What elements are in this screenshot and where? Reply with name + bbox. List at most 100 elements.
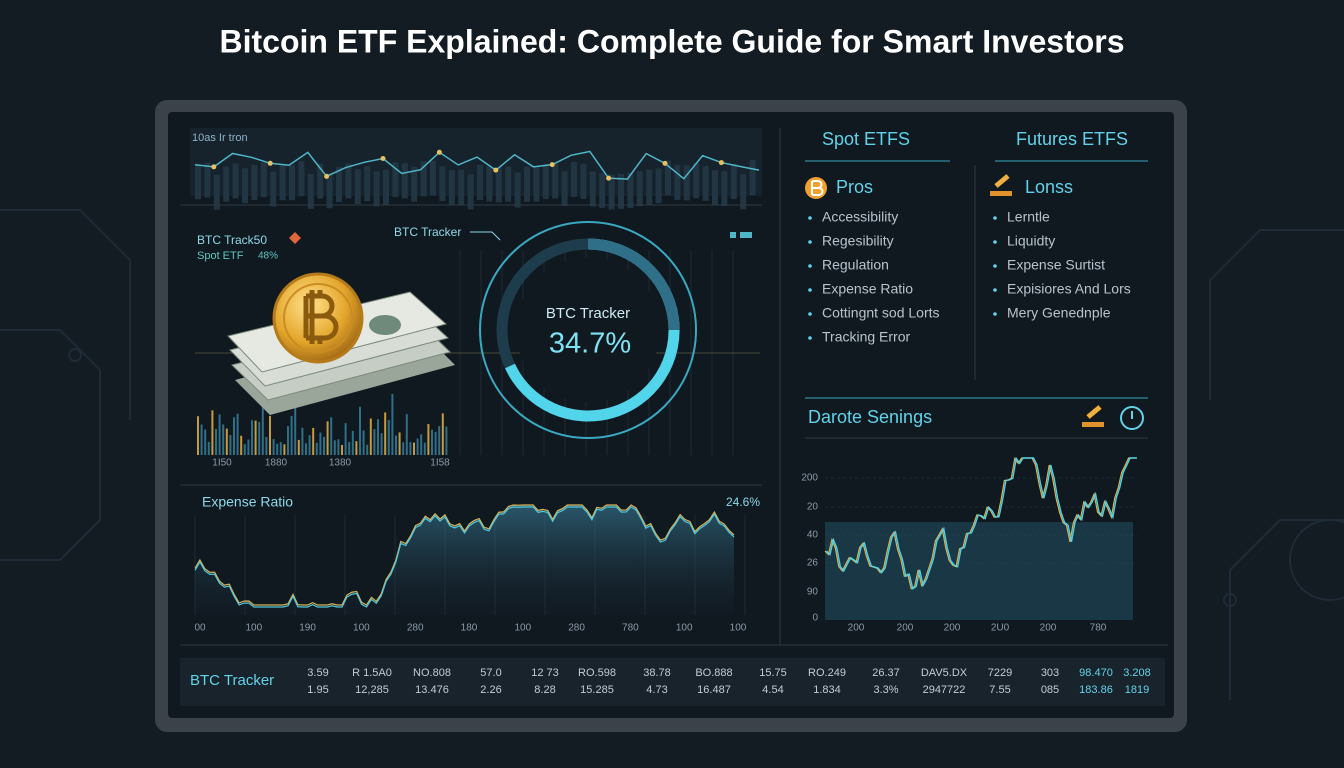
volume-bar [392,162,399,198]
expense-value: 24.6% [726,495,760,509]
volume-bar [552,163,559,199]
ticker-cell: 38.78 [643,667,671,679]
bar [319,432,322,455]
volume-bar [317,163,324,199]
diamond-icon [289,232,301,244]
bar [276,443,279,455]
line [194,506,735,608]
bar [438,426,441,455]
axis-label: 00 [194,623,206,634]
ticker-cell: 98.470 [1079,667,1113,679]
ticker-cell: 16.487 [697,684,731,696]
volume-bar [195,164,201,200]
volume-bar [279,165,286,201]
axis-label: 200 [801,473,818,484]
volume-bar [636,171,643,207]
axis-label: 180 [461,623,478,634]
small-icon [740,232,752,238]
expense-chart [194,504,746,615]
dot [211,164,217,170]
spot-heading: Spot ETFS [822,129,910,149]
volume-bar [260,162,267,198]
volume-bar [730,164,737,200]
bar [200,424,203,455]
axis-label: 100 [730,623,747,634]
volume-bar [683,165,690,201]
bar [218,414,221,455]
ticker-cell: 4.54 [762,684,783,696]
ticker-cell: 2.26 [480,684,501,696]
volume-bar [712,170,718,206]
ticker-cell: RO.249 [808,667,846,679]
ticker-cell: 303 [1041,667,1059,679]
bar [420,434,423,455]
bar [240,435,243,455]
axis-label: 1880 [265,458,288,469]
line [194,504,735,606]
bar [265,436,268,455]
bar [225,428,228,455]
top-chart [194,149,760,210]
dot [324,173,330,179]
bar [272,439,275,455]
small-icon [730,232,736,238]
bullet [808,216,812,220]
bar [215,429,217,455]
page-title: Bitcoin ETF Explained: Complete Guide fo… [219,23,1124,59]
bar [409,442,412,455]
ticker-cell: 183.86 [1079,684,1113,696]
volume-bar [204,162,211,198]
bar [261,375,264,455]
axis-label: 20 [807,502,819,513]
ticker-cell: RO.598 [578,667,616,679]
bullet [993,240,997,244]
ticker-cell: 3.59 [307,667,328,679]
volume-bar [665,160,671,196]
bullet [808,264,812,268]
dot [718,160,724,166]
bar [441,413,444,455]
volume-bar [524,166,530,202]
axis-label: 1380 [329,458,352,469]
bar [251,420,253,455]
axis-label: 1I58 [430,458,450,469]
list-item: Regesibility [822,233,894,249]
list-item: Expense Ratio [822,281,913,297]
gavel-icon [990,174,1012,196]
bar [207,441,210,455]
volume-bar [232,163,239,199]
list-item: Cottingnt sod Lorts [822,305,940,321]
volume-bar [439,166,446,202]
dot [493,167,499,173]
ring-progress-dim [587,238,680,331]
bitcoin-coin [272,272,364,364]
bar [387,419,390,455]
volume-bar [307,173,314,209]
volume-bar [542,163,549,199]
bar [431,429,433,455]
list-item: Tracking Error [822,329,911,345]
ticker-cell: 085 [1041,684,1059,696]
volume-bar [580,164,587,200]
bar [197,416,199,455]
ring-outer [479,221,697,439]
bar [287,426,289,455]
bullet [993,312,997,316]
axis-label: 1I50 [212,458,232,469]
ticker-cell: 7229 [988,667,1012,679]
volume-bar [505,166,512,202]
bar [297,439,300,455]
volume-bar [345,163,352,199]
ticker-cell: 12,285 [355,684,389,696]
bar [283,444,286,455]
bar [359,406,361,455]
volume-bar [589,171,596,207]
bar [333,440,336,455]
bar [308,435,311,455]
bar [341,444,343,455]
ticker-cell: 15.75 [759,667,787,679]
volume-bar [477,164,483,200]
bar [279,442,282,455]
list-item: Mery Genednple [1007,305,1111,321]
bar [269,415,271,455]
